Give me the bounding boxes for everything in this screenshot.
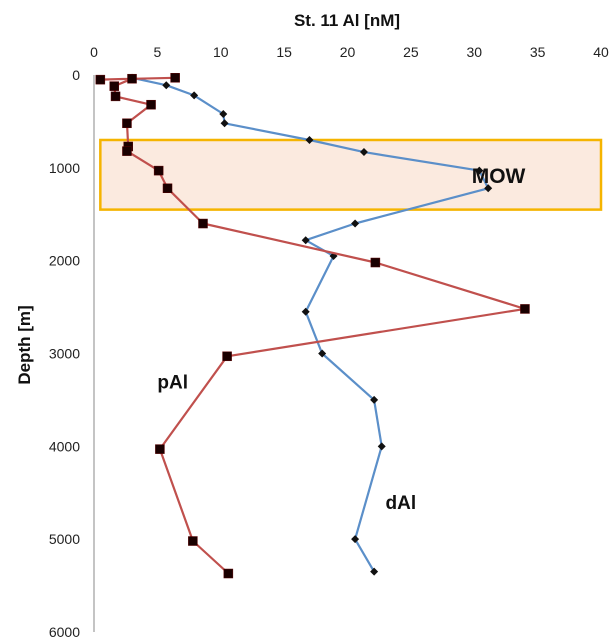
series-annotation-pal: pAl xyxy=(157,372,188,393)
y-tick-label: 1000 xyxy=(49,160,80,176)
x-tick-label: 20 xyxy=(340,44,356,60)
y-tick-label: 2000 xyxy=(49,253,80,269)
y-tick-label: 0 xyxy=(72,67,80,83)
data-point-dal xyxy=(359,148,368,157)
x-tick-label: 35 xyxy=(530,44,546,60)
chart-title: St. 11 Al [nM] xyxy=(294,11,400,30)
annotation-layer: MOW pAl dAl xyxy=(157,165,525,514)
data-point-pal xyxy=(127,73,137,84)
y-tick-label: 6000 xyxy=(49,624,80,640)
data-point-pal xyxy=(153,165,164,176)
data-point-pal xyxy=(520,304,530,314)
data-point-pal xyxy=(122,118,132,129)
data-point-dal xyxy=(370,395,379,404)
data-point-dal xyxy=(162,81,171,90)
y-tick-label: 3000 xyxy=(49,346,80,362)
data-point-dal xyxy=(190,91,199,100)
data-point-pal xyxy=(170,73,180,83)
data-point-dal xyxy=(219,109,228,118)
data-point-dal xyxy=(484,184,493,193)
mow-label: MOW xyxy=(472,165,526,188)
y-tick-label: 4000 xyxy=(49,438,80,454)
data-point-dal xyxy=(351,535,360,544)
data-point-pal xyxy=(109,81,120,91)
data-point-dal xyxy=(301,307,310,316)
series-line-dal xyxy=(131,76,490,573)
data-point-pal xyxy=(110,91,121,102)
data-point-dal xyxy=(318,349,327,358)
data-point-pal xyxy=(95,74,106,85)
data-point-dal xyxy=(377,442,386,451)
data-point-dal xyxy=(351,219,360,228)
mow-band xyxy=(99,138,603,211)
data-point-dal xyxy=(370,567,379,576)
x-tick-label: 0 xyxy=(90,44,98,60)
x-tick-label: 30 xyxy=(466,44,482,60)
data-point-dal xyxy=(305,135,314,144)
data-point-dal xyxy=(301,236,310,245)
y-axis-ticks: 0 1000 2000 3000 4000 5000 6000 xyxy=(49,67,80,640)
data-point-pal xyxy=(223,568,234,579)
x-tick-label: 10 xyxy=(213,44,229,60)
x-tick-label: 5 xyxy=(153,44,161,60)
data-point-pal xyxy=(370,257,381,268)
y-tick-label: 5000 xyxy=(49,531,80,547)
x-axis-ticks: 0 5 10 15 20 25 30 35 40 xyxy=(90,44,609,60)
x-tick-label: 15 xyxy=(276,44,292,60)
series-annotation-dal: dAl xyxy=(386,493,417,514)
data-point-pal xyxy=(222,351,232,362)
data-point-pal xyxy=(155,444,165,454)
data-point-pal xyxy=(122,146,132,156)
mow-band-layer xyxy=(99,138,603,211)
y-axis-label: Depth [m] xyxy=(15,305,34,384)
series-layer xyxy=(95,73,530,579)
x-tick-label: 25 xyxy=(403,44,419,60)
data-point-dal xyxy=(475,166,484,175)
data-point-pal xyxy=(188,536,198,546)
data-point-dal xyxy=(220,119,229,128)
data-point-pal xyxy=(198,218,208,229)
data-point-pal xyxy=(162,183,173,194)
data-point-pal xyxy=(146,99,156,110)
x-tick-label: 40 xyxy=(593,44,609,60)
